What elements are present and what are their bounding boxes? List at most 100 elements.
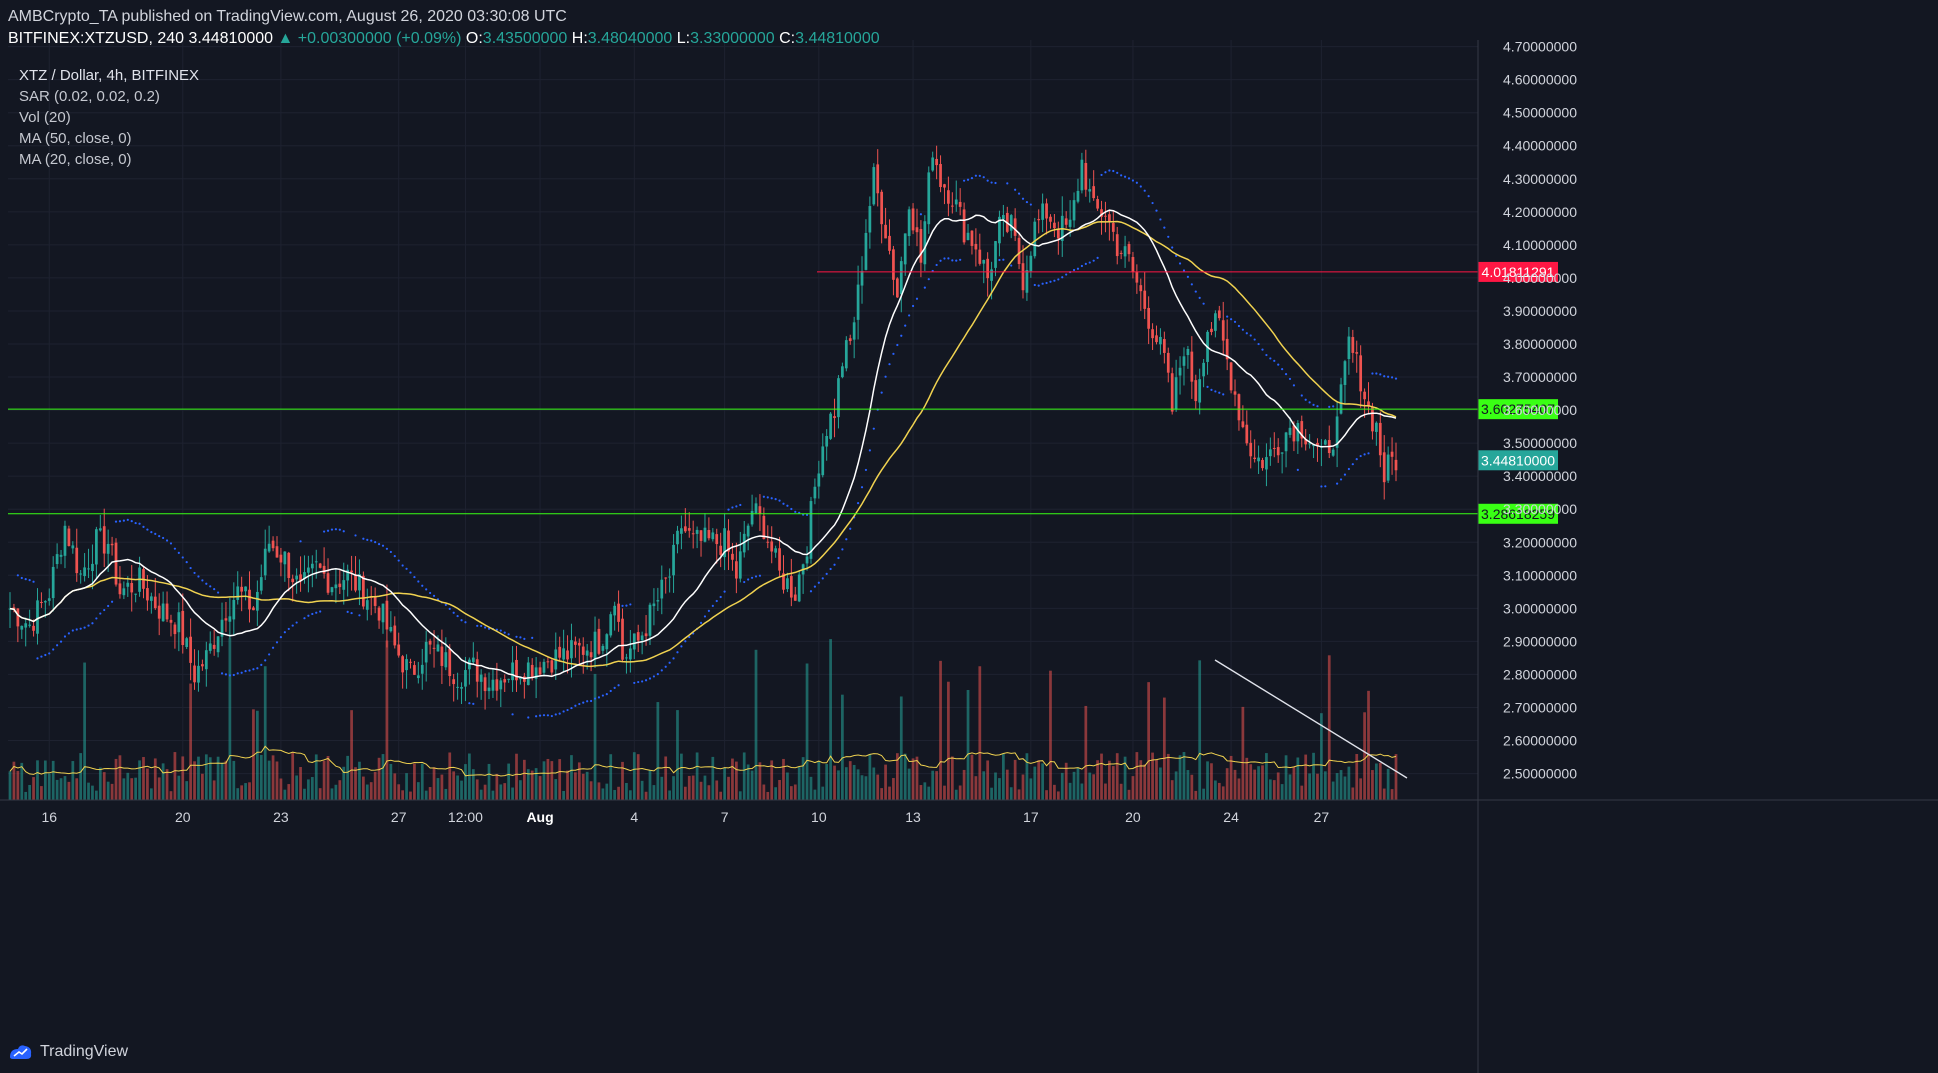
candle-body <box>1021 263 1025 291</box>
level-label-bg <box>1478 399 1558 420</box>
volume-bar <box>8 771 12 800</box>
symbol-label[interactable]: BITFINEX:XTZUSD, 240 <box>8 30 185 47</box>
candle-body <box>189 636 192 663</box>
volume-bar <box>813 789 817 800</box>
indicator-ma20[interactable]: MA (20, close, 0) <box>19 151 132 168</box>
volume-bar <box>801 757 805 800</box>
sar-dot <box>173 547 177 550</box>
indicator-ma50[interactable]: MA (50, close, 0) <box>19 130 132 147</box>
candle-body <box>636 632 640 641</box>
sar-dot <box>633 681 636 685</box>
volume-bar <box>1268 779 1272 800</box>
volume-bar <box>1135 752 1139 800</box>
volume-bar <box>1335 773 1339 800</box>
volume-bar <box>483 784 487 800</box>
sar-dot <box>1065 273 1068 276</box>
volume-bar <box>546 758 550 800</box>
candle-body <box>471 657 475 663</box>
volume-bar <box>621 761 624 800</box>
candle-body <box>161 603 165 622</box>
sar-dot <box>1288 377 1292 381</box>
volume-bar <box>326 756 330 800</box>
indicator-title[interactable]: XTZ / Dollar, 4h, BITFINEX <box>19 67 200 84</box>
candle-body <box>106 543 110 554</box>
sar-dot <box>425 588 428 591</box>
candle-body <box>185 638 189 648</box>
candle-body <box>401 656 404 673</box>
candle-body <box>511 662 514 681</box>
volume-bar <box>530 770 534 800</box>
sar-dot <box>554 713 557 716</box>
candle-body <box>1375 422 1378 432</box>
volume-bar <box>173 752 177 800</box>
sar-dot <box>703 615 707 618</box>
sar-dot <box>586 700 589 703</box>
volume-bar <box>12 761 16 800</box>
candle-body <box>1233 391 1237 395</box>
sar-dot <box>213 587 216 591</box>
sar-dot <box>1210 388 1213 391</box>
candle-body <box>691 533 695 535</box>
volume-bar <box>1119 783 1123 800</box>
candle-body <box>844 340 848 369</box>
sar-dot <box>319 610 322 613</box>
volume-bar <box>338 780 342 800</box>
sar-dot <box>707 609 710 613</box>
sar-dot <box>837 556 840 560</box>
volume-bar <box>468 753 471 800</box>
sar-dot <box>515 635 518 638</box>
tradingview-brand[interactable]: TradingView <box>8 1043 128 1061</box>
volume-bar <box>106 781 110 800</box>
sar-dot <box>1108 169 1111 172</box>
volume-bar <box>825 763 829 800</box>
sar-dot <box>660 669 663 672</box>
candle-body <box>1017 237 1021 265</box>
sar-dot <box>374 541 377 544</box>
volume-bar <box>750 770 754 800</box>
sar-dot <box>872 427 875 430</box>
volume-bar <box>1276 772 1280 800</box>
sar-dot <box>193 571 196 575</box>
candle-body <box>385 600 389 630</box>
sar-dot <box>1206 385 1209 388</box>
volume-bar <box>943 785 946 800</box>
candle-body <box>562 648 565 660</box>
candle-body <box>51 566 55 599</box>
sar-dot <box>1096 256 1099 259</box>
candle-body <box>825 436 829 447</box>
sar-dot <box>601 694 604 697</box>
candle-body <box>966 232 970 241</box>
candle-body <box>809 501 813 559</box>
volume-bar <box>322 760 326 800</box>
volume-bar <box>1351 787 1355 800</box>
candle-body <box>868 206 872 233</box>
sar-dot <box>896 343 899 347</box>
candle-body <box>299 574 302 582</box>
candle-body <box>1174 377 1178 410</box>
sar-dot <box>1159 218 1162 221</box>
candle-body <box>432 647 436 649</box>
sar-dot <box>83 626 86 629</box>
volume-bar <box>860 775 864 800</box>
candle-body <box>660 579 664 599</box>
sar-dot <box>1025 200 1029 204</box>
candle-body <box>157 605 161 619</box>
candle-body <box>758 506 762 514</box>
volume-bar <box>703 775 707 800</box>
sar-dot <box>1339 478 1343 481</box>
candle-body <box>856 284 860 320</box>
candle-body <box>990 269 993 281</box>
indicator-sar[interactable]: SAR (0.02, 0.02, 0.2) <box>19 88 160 105</box>
indicator-vol[interactable]: Vol (20) <box>19 109 71 126</box>
volume-bar <box>59 778 63 800</box>
candle-body <box>1013 218 1017 236</box>
volume-bar <box>1288 774 1292 800</box>
volume-bar <box>660 776 664 800</box>
sar-dot <box>629 603 632 606</box>
volume-bar <box>892 778 895 800</box>
volume-bar <box>153 758 157 800</box>
sar-dot <box>684 640 687 643</box>
candle-body <box>864 232 868 270</box>
sar-dot <box>464 621 467 624</box>
sar-dot <box>311 612 314 616</box>
